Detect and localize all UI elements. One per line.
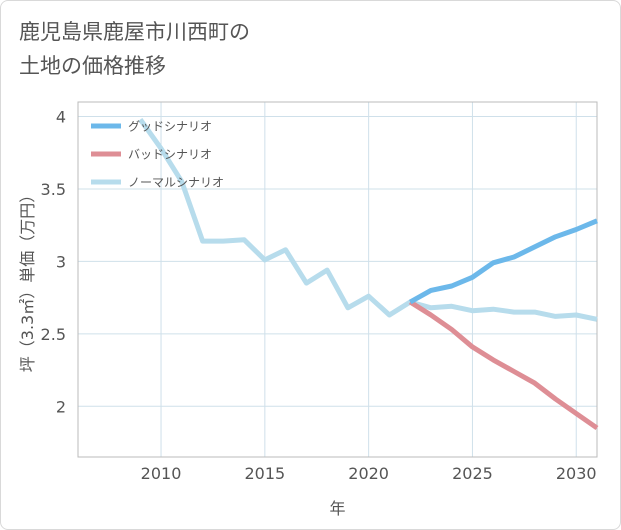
x-axis-ticks: 2010 2015 2020 2025 2030 bbox=[141, 464, 597, 483]
x-tick-label: 2010 bbox=[141, 464, 182, 483]
y-tick-label: 4 bbox=[56, 107, 66, 126]
y-tick-label: 3 bbox=[56, 252, 66, 271]
y-tick-label: 2 bbox=[56, 397, 66, 416]
legend-label: グッドシナリオ bbox=[128, 120, 212, 134]
y-axis-title: 坪（3.3㎡）単価（万円） bbox=[18, 187, 37, 372]
series-layer bbox=[138, 117, 599, 431]
series-line-good-scenario bbox=[408, 218, 598, 305]
series-line-normal-scenario bbox=[138, 117, 598, 322]
x-tick-label: 2030 bbox=[556, 464, 597, 483]
legend-label: バッドシナリオ bbox=[128, 148, 212, 162]
chart-title: 鹿児島県鹿屋市川西町の 土地の価格推移 bbox=[19, 15, 250, 83]
series-line-bad-scenario bbox=[408, 299, 599, 431]
chart-title-line-2: 土地の価格推移 bbox=[19, 54, 166, 78]
x-axis-title: 年 bbox=[329, 499, 345, 518]
y-axis-ticks: 2 2.5 3 3.5 4 bbox=[41, 107, 66, 416]
legend-label: ノーマルシナリオ bbox=[128, 176, 224, 190]
x-tick-label: 2020 bbox=[348, 464, 389, 483]
y-tick-label: 3.5 bbox=[41, 180, 66, 199]
plot-area bbox=[77, 101, 598, 458]
x-tick-label: 2025 bbox=[452, 464, 493, 483]
chart-title-line-1: 鹿児島県鹿屋市川西町の bbox=[19, 20, 250, 44]
y-tick-label: 2.5 bbox=[41, 325, 66, 344]
x-tick-label: 2015 bbox=[244, 464, 285, 483]
